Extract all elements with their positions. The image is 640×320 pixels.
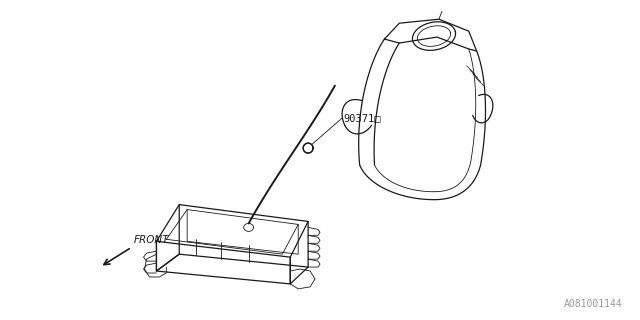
Polygon shape	[303, 143, 313, 153]
Text: A081001144: A081001144	[564, 299, 622, 309]
Text: FRONT: FRONT	[134, 235, 169, 245]
Text: 90371□: 90371□	[344, 113, 381, 124]
